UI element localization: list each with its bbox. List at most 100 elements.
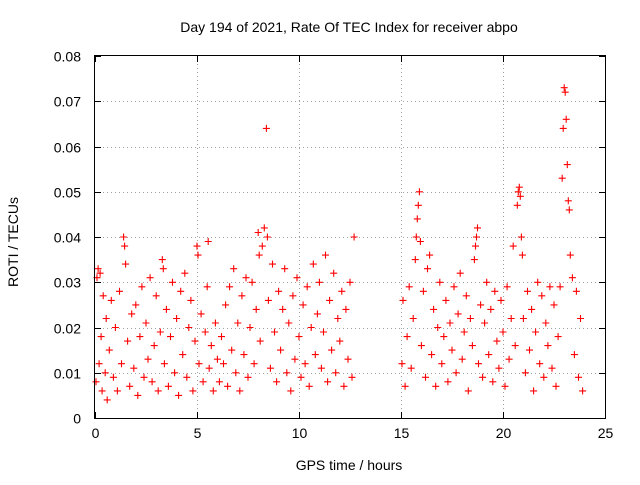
data-point	[156, 328, 164, 336]
data-point	[491, 287, 499, 295]
data-point	[287, 387, 295, 395]
data-point	[330, 269, 338, 277]
data-point	[495, 364, 503, 372]
data-point	[456, 269, 464, 277]
data-point	[211, 319, 219, 327]
data-point	[409, 315, 417, 322]
data-point	[524, 287, 531, 295]
data-point	[248, 278, 256, 286]
data-point	[167, 333, 174, 341]
data-point	[572, 287, 580, 295]
data-point	[238, 292, 246, 300]
y-tick-label: 0.06	[54, 140, 81, 156]
data-point	[499, 328, 507, 336]
data-point	[452, 369, 460, 377]
data-point	[132, 301, 140, 309]
data-point	[111, 324, 119, 331]
data-point	[444, 378, 452, 386]
data-point	[271, 328, 278, 336]
x-tick-label: 0	[92, 425, 100, 441]
data-point	[295, 333, 303, 341]
grid-layer	[95, 56, 605, 418]
data-point	[398, 360, 406, 368]
data-point	[577, 315, 584, 322]
data-point	[262, 124, 270, 132]
data-point	[422, 373, 429, 381]
data-point	[94, 265, 102, 273]
data-point	[315, 278, 323, 286]
data-point	[550, 301, 558, 309]
data-point	[503, 283, 511, 291]
data-point	[324, 378, 332, 386]
data-point	[148, 378, 156, 386]
data-point	[126, 382, 134, 390]
data-point	[564, 197, 572, 205]
data-point	[258, 242, 266, 250]
chart-title: Day 194 of 2021, Rate Of TEC Index for r…	[180, 19, 518, 35]
data-point	[154, 387, 162, 395]
data-point	[124, 337, 132, 345]
ticks-layer: 0 5 10 15 20 25 0 0.01 0.02 0.03 0.04 0.05 0.06 0.07 0…	[54, 49, 614, 442]
data-point	[244, 373, 252, 381]
data-point	[481, 319, 489, 327]
data-point	[113, 387, 121, 395]
data-point	[162, 305, 170, 313]
data-point	[515, 183, 523, 191]
data-point	[538, 292, 546, 300]
data-point	[150, 342, 158, 350]
data-point	[489, 378, 497, 386]
data-point	[419, 287, 427, 295]
data-point	[346, 278, 354, 286]
data-point	[497, 296, 505, 304]
x-tick-label: 15	[394, 425, 410, 441]
data-point	[472, 242, 479, 250]
data-point	[103, 396, 111, 404]
data-point	[505, 355, 513, 363]
data-point	[414, 201, 422, 209]
data-point	[138, 283, 146, 291]
data-point	[101, 369, 109, 377]
data-point	[566, 251, 574, 259]
data-point	[434, 324, 442, 331]
data-point	[462, 292, 470, 300]
data-point	[195, 360, 203, 368]
x-tick-label: 25	[598, 425, 614, 441]
data-point	[340, 382, 348, 390]
data-point	[579, 387, 587, 395]
data-point	[426, 251, 434, 259]
data-point	[407, 364, 415, 372]
data-point	[179, 351, 187, 359]
data-point	[128, 310, 136, 318]
data-point	[475, 360, 482, 368]
data-point	[222, 301, 230, 309]
data-point	[299, 301, 307, 309]
data-point	[220, 360, 227, 368]
data-point	[526, 346, 533, 354]
data-point	[326, 296, 334, 304]
data-point	[228, 346, 236, 354]
data-point	[417, 342, 425, 350]
data-point	[311, 351, 319, 359]
data-point	[561, 88, 569, 96]
data-point	[570, 351, 578, 359]
data-point	[96, 269, 104, 277]
y-tick-label: 0.01	[54, 366, 81, 382]
data-point	[438, 360, 446, 368]
data-point	[546, 283, 554, 291]
data-point	[102, 315, 110, 322]
data-point	[121, 242, 129, 250]
data-point	[411, 256, 419, 264]
data-point	[328, 346, 336, 354]
y-tick-label: 0.08	[54, 49, 81, 65]
data-point	[513, 201, 521, 209]
data-point	[279, 305, 287, 313]
data-point	[470, 256, 478, 264]
data-point	[187, 296, 195, 304]
data-point	[528, 305, 536, 313]
data-point	[350, 233, 358, 241]
data-point	[432, 382, 440, 390]
data-point	[473, 233, 480, 241]
data-point	[301, 360, 309, 368]
x-tick-label: 10	[292, 425, 308, 441]
data-point	[558, 174, 566, 182]
